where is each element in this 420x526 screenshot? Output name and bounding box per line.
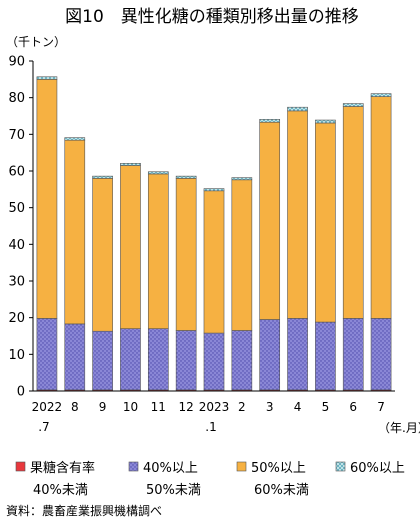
legend-label-sub: 50%未満	[146, 483, 201, 498]
x-tick-label: 2022	[32, 400, 63, 414]
x-tick-label: 6	[349, 400, 357, 414]
bar-segment-4	[203, 188, 225, 192]
legend: 果糖含有率 40%未満 40%以上 50%未満 50%以上 60%未満 60%以上	[15, 460, 405, 498]
legend-swatch-3	[236, 461, 247, 472]
bar-segment-3	[370, 96, 392, 319]
y-tick-label: 10	[8, 348, 25, 363]
legend-swatch-1	[15, 461, 26, 472]
bar-segment-3	[315, 122, 336, 323]
y-tick-label: 0	[17, 385, 25, 400]
bar-segment-4	[92, 175, 113, 179]
chart-title: 図10 異性化糖の種類別移出量の推移	[65, 7, 359, 27]
y-tick-label: 80	[8, 91, 25, 106]
x-tick-label: 10	[123, 400, 138, 414]
bar-segment-2	[120, 328, 141, 391]
x-tick-label: 8	[71, 400, 79, 414]
x-tick-label: 4	[294, 400, 302, 414]
bar-segment-3	[287, 110, 308, 319]
bar-segment-4	[120, 163, 141, 166]
x-tick-label-sub: .1	[205, 420, 216, 434]
bar-segment-4	[315, 119, 336, 124]
bar-segment-3	[231, 179, 253, 331]
bar-segment-2	[231, 330, 253, 391]
x-tick-label: 11	[151, 400, 166, 414]
bar-segment-3	[64, 139, 86, 325]
y-axis-unit: （千トン）	[6, 35, 66, 49]
bar-segment-4	[64, 137, 86, 141]
x-tick-label: 9	[99, 400, 107, 414]
legend-label: 40%以上	[143, 461, 198, 476]
x-axis-ticks: 2022 .7 8 9 10 11 12 2023 .1 2 3 4 5 6 7	[32, 400, 385, 434]
bar-segment-4	[36, 76, 58, 80]
x-tick-label: 7	[377, 400, 385, 414]
bar-segment-3	[175, 178, 197, 331]
y-tick-label: 70	[8, 128, 25, 143]
bar-segment-2	[92, 330, 113, 391]
legend-swatch-2	[128, 461, 139, 472]
y-tick-label: 20	[8, 311, 25, 326]
legend-label: 60%以上	[350, 461, 405, 476]
y-tick-label: 90	[8, 55, 25, 70]
bar-segment-2	[259, 319, 281, 391]
x-axis-unit: （年.月）	[378, 421, 420, 435]
bar-segment-2	[36, 318, 58, 391]
bar-segment-3	[120, 165, 141, 329]
bar-segment-3	[203, 190, 225, 334]
bar-segment-4	[259, 119, 281, 123]
bar-segment-4	[342, 103, 364, 107]
x-tick-label: 3	[266, 400, 274, 414]
source-note: 資料：農畜産業振興機構調べ	[6, 503, 162, 518]
legend-label: 50%以上	[251, 461, 306, 476]
bar-segment-2	[64, 323, 86, 391]
x-tick-label: 2	[238, 400, 246, 414]
axes	[32, 61, 395, 392]
bar-segment-3	[36, 79, 58, 319]
y-tick-label: 30	[8, 275, 25, 290]
x-tick-label-sub: .7	[38, 420, 49, 434]
x-tick-label: 2023	[199, 400, 230, 414]
legend-label-sub: 60%未満	[254, 483, 309, 498]
bar-segment-3	[342, 106, 364, 319]
bar-segment-2	[175, 330, 197, 391]
y-tick-label: 50	[8, 201, 25, 216]
bar-segment-4	[175, 175, 197, 179]
bar-segment-3	[92, 178, 113, 332]
bar-segment-4	[147, 171, 169, 175]
bar-segment-2	[342, 318, 364, 391]
bar-segment-4	[231, 177, 253, 181]
y-axis-ticks: 0 10 20 30 40 50 60 70 80 90	[8, 55, 33, 400]
y-tick-label: 60	[8, 165, 25, 180]
bar-segment-2	[287, 318, 308, 391]
bar-segment-3	[259, 121, 281, 320]
x-tick-label: 12	[179, 400, 194, 414]
bar-segment-2	[203, 332, 225, 391]
bar-segment-4	[287, 106, 308, 112]
bar-segment-4	[370, 93, 392, 97]
bar-segment-2	[370, 318, 392, 391]
bar-segment-2	[315, 321, 336, 391]
x-tick-label: 5	[322, 400, 330, 414]
legend-swatch-4	[335, 461, 346, 472]
y-tick-label: 40	[8, 238, 25, 253]
bars	[36, 76, 392, 392]
bar-segment-2	[147, 328, 169, 391]
bar-segment-3	[147, 173, 169, 329]
legend-label: 果糖含有率	[30, 460, 95, 476]
legend-label-sub: 40%未満	[33, 483, 88, 498]
